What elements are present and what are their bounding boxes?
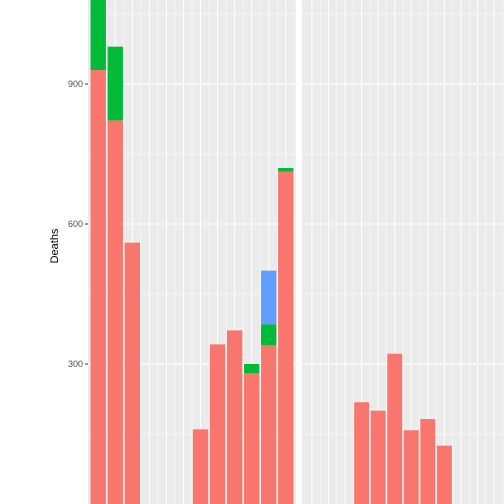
bar-segment-red (90, 70, 106, 504)
bar-segment-red (192, 429, 209, 504)
bar-segment-red (436, 445, 452, 504)
bar-segment-red (387, 353, 403, 504)
bar-segment-red (278, 171, 294, 504)
bar-segment-green (244, 364, 260, 374)
bar-segment-red (124, 242, 140, 504)
bar-segment-green (107, 46, 123, 121)
bar-segment-red (261, 345, 277, 504)
panel-1 (88, 0, 296, 504)
bar-segment-red (244, 373, 260, 504)
bar-segment-red (370, 410, 386, 504)
bar-segment-red (354, 402, 370, 504)
y-tick-label: 600 (68, 219, 83, 229)
facet-panels (88, 0, 504, 504)
bar-segment-red (420, 419, 436, 504)
y-axis-title: Deaths (49, 228, 61, 263)
y-axis: 300 600 900 (68, 79, 88, 369)
bar-segment-green (261, 324, 277, 346)
bar-segment-red (107, 120, 123, 504)
panel-2 (302, 0, 504, 504)
bar-segment-green (90, 0, 106, 70)
bar-segment-blue (261, 270, 277, 325)
y-tick-label: 300 (68, 359, 83, 369)
bar-segment-red (209, 344, 226, 504)
bar-segment-green (278, 168, 294, 172)
y-tick-label: 900 (68, 79, 83, 89)
bar-segment-red (226, 330, 243, 504)
bar-segment-red (403, 430, 419, 504)
